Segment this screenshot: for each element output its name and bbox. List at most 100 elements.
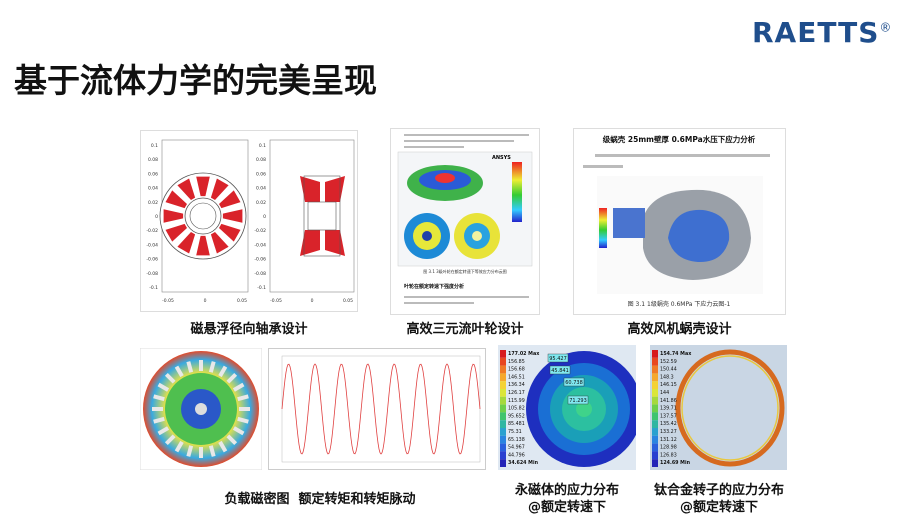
legend-bar — [512, 162, 522, 222]
x-tick-label: -0.05 — [162, 298, 174, 304]
x-tick-label: 0.05 — [343, 298, 353, 304]
pole — [219, 223, 241, 242]
legend-label: 105.82 — [508, 406, 525, 412]
slot — [208, 445, 216, 457]
legend-swatch — [500, 459, 506, 467]
flux-density-figure — [140, 348, 262, 470]
legend-label: 115.99 — [508, 398, 525, 404]
slot — [226, 372, 238, 384]
y-tick-label: 0 — [263, 214, 266, 220]
slot — [164, 372, 176, 384]
caption: 永磁体的应力分布 @额定转速下 — [488, 482, 646, 516]
callout-label: 60.738 — [565, 380, 583, 386]
caption-line: 钛合金转子的应力分布 — [653, 483, 784, 498]
legend-label: 177.02 Max — [508, 351, 540, 357]
legend-label: 131.12 — [660, 437, 677, 443]
legend-swatch — [652, 420, 658, 428]
legend-label: 65.138 — [508, 437, 525, 443]
slot — [218, 365, 228, 378]
legend-label: 136.34 — [508, 382, 525, 388]
pole — [196, 235, 210, 256]
legend-label: 124.69 Min — [660, 460, 691, 466]
axes — [269, 139, 355, 293]
slot — [153, 416, 165, 424]
caption-line: @额定转速下 — [527, 500, 606, 515]
pole — [177, 178, 196, 200]
legend-label: 126.83 — [660, 452, 677, 458]
legend-label: 54.967 — [508, 445, 525, 451]
legend-label: 137.57 — [660, 413, 677, 419]
figure-title: 级蜗壳 25mm壁厚 0.6MPa水压下应力分析 — [602, 134, 756, 144]
software-label: ANSYS — [492, 155, 511, 161]
legend-swatch — [500, 373, 506, 382]
pole — [196, 176, 210, 197]
slot — [153, 394, 165, 402]
y-tick-label: 0.06 — [148, 171, 158, 177]
slot — [199, 447, 203, 458]
legend-swatch — [652, 389, 658, 397]
slot — [186, 361, 194, 373]
legend-swatch — [500, 451, 506, 460]
legend-swatch — [652, 357, 658, 366]
pole — [210, 232, 229, 254]
caption: 钛合金转子的应力分布 @额定转速下 — [640, 482, 798, 516]
legend-label: 126.17 — [508, 390, 525, 396]
legend-label: 156.85 — [508, 359, 525, 365]
caption: 负载磁密图 额定转矩和转矩脉动 — [224, 492, 416, 507]
impeller-figure: ANSYS 图 3.1 3级叶轮在额定转速下等效应力分布云图 叶轮在额定转速下强… — [390, 128, 540, 315]
callout-box — [547, 353, 569, 363]
y-tick-label: -0.04 — [146, 242, 158, 248]
legend-swatch — [652, 381, 658, 389]
pole — [300, 230, 320, 256]
torque-figure — [268, 348, 486, 470]
legend-label: 146.15 — [660, 382, 677, 388]
y-tick-label: -0.1 — [257, 285, 266, 291]
legend-swatch — [652, 412, 658, 421]
y-tick-label: 0.08 — [148, 157, 158, 163]
slot — [239, 407, 250, 411]
plot-area — [281, 355, 481, 463]
slot — [152, 407, 163, 411]
callout-label: 45.841 — [551, 368, 569, 374]
slot — [232, 382, 245, 392]
legend-label: 85.481 — [508, 421, 525, 427]
legend-label: 156.68 — [508, 367, 525, 373]
shaft — [189, 202, 217, 230]
torque-curve — [281, 363, 481, 455]
pole — [210, 178, 229, 200]
y-tick-label: -0.06 — [254, 257, 266, 263]
legend-swatch — [652, 428, 658, 436]
legend-bar — [599, 208, 607, 248]
legend-swatch — [500, 443, 506, 452]
legend-label: 133.27 — [660, 429, 677, 435]
y-tick-label: -0.08 — [254, 271, 266, 277]
legend-swatch — [500, 420, 506, 428]
bearing-figure: 0.1 0.08 0.06 0.04 0.02 0 -0.02 -0.04 -0.06 -0.08… — [140, 130, 358, 312]
legend-swatch — [500, 350, 506, 358]
y-tick-label: -0.06 — [146, 257, 158, 263]
x-tick-label: -0.05 — [270, 298, 282, 304]
callout-box — [549, 365, 571, 375]
slot — [232, 426, 245, 436]
legend-swatch — [652, 443, 658, 452]
legend-swatch — [500, 404, 506, 413]
legend-label: 44.796 — [508, 452, 525, 458]
y-tick-label: -0.04 — [254, 242, 266, 248]
pole — [222, 209, 243, 223]
pole — [219, 190, 241, 209]
y-tick-label: -0.02 — [254, 228, 266, 234]
rotor-section — [303, 175, 341, 257]
volute-figure: 级蜗壳 25mm壁厚 0.6MPa水压下应力分析 图 3.1 1级蜗壳 0.6M… — [573, 128, 786, 315]
slot — [164, 434, 176, 446]
legend-label: 144 — [660, 390, 669, 396]
x-tick-label: 0.05 — [237, 298, 247, 304]
y-tick-label: 0.1 — [151, 143, 158, 149]
legend-swatch — [500, 396, 506, 405]
legend-swatch — [500, 435, 506, 444]
y-tick-label: 0 — [155, 214, 158, 220]
y-tick-label: -0.08 — [146, 271, 158, 277]
y-tick-label: 0.02 — [148, 200, 158, 206]
